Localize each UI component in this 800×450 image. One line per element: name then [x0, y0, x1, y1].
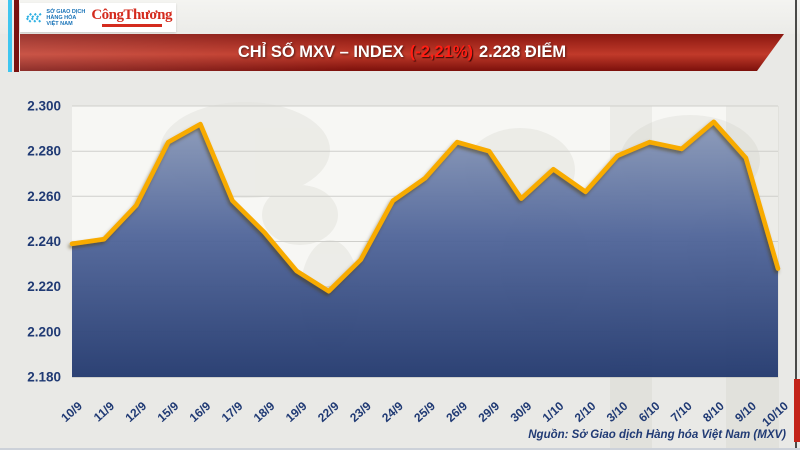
congthuong-logo-bar	[101, 23, 162, 28]
svg-text:25/9: 25/9	[411, 399, 438, 425]
svg-text:23/9: 23/9	[347, 399, 374, 425]
left-accent-stripe-cyan	[8, 0, 12, 72]
svg-text:19/9: 19/9	[283, 399, 310, 425]
svg-text:7/10: 7/10	[668, 399, 695, 425]
svg-text:2.280: 2.280	[27, 144, 61, 159]
svg-text:8/10: 8/10	[700, 399, 727, 425]
right-border-red-segment	[794, 379, 800, 442]
mxv-org-name: SỞ GIAO DỊCH HÀNG HÓA VIỆT NAM	[46, 9, 85, 27]
mxv-org-line-3: VIỆT NAM	[46, 20, 73, 27]
source-caption: Nguồn: Sở Giao dịch Hàng hóa Việt Nam (M…	[528, 429, 786, 441]
svg-text:26/9: 26/9	[443, 399, 470, 425]
congthuong-logo-text: CôngThương	[91, 6, 172, 23]
svg-text:30/9: 30/9	[508, 399, 535, 425]
bottom-border-line	[0, 448, 800, 450]
svg-text:12/9: 12/9	[122, 399, 149, 425]
svg-text:15/9: 15/9	[155, 399, 182, 425]
title-banner: CHỈ SỐ MXV – INDEX (-2,21%) 2.228 ĐIỂM	[20, 34, 784, 71]
right-border-line	[795, 0, 797, 450]
mxv-logo-icon	[24, 12, 42, 23]
svg-text:1/10: 1/10	[540, 399, 567, 425]
svg-text:29/9: 29/9	[475, 399, 502, 425]
logo-box: SỞ GIAO DỊCH HÀNG HÓA VIỆT NAM CôngThươn…	[20, 3, 176, 32]
svg-text:11/9: 11/9	[91, 399, 117, 425]
mxv-org-line-2: HÀNG HÓA	[46, 14, 77, 21]
svg-text:16/9: 16/9	[187, 399, 214, 425]
mxv-org-line-1: SỞ GIAO DỊCH	[46, 8, 86, 15]
left-accent-stripe-maroon	[14, 0, 19, 72]
svg-text:10/9: 10/9	[58, 399, 85, 425]
svg-text:18/9: 18/9	[251, 399, 278, 425]
svg-text:2/10: 2/10	[572, 399, 599, 425]
svg-text:2.200: 2.200	[27, 324, 61, 339]
svg-text:22/9: 22/9	[315, 399, 342, 425]
chart-title-prefix: CHỈ SỐ MXV – INDEX	[237, 43, 404, 61]
index-change-percent: (-2,21%)	[409, 43, 474, 61]
svg-text:2.260: 2.260	[27, 189, 61, 204]
index-line	[69, 119, 781, 294]
svg-text:24/9: 24/9	[379, 399, 406, 425]
x-axis-labels: 10/9 11/9 12/9 15/9 16/9 17/9 18/9 19/9 22/9 23/9…	[58, 399, 791, 430]
svg-text:2.240: 2.240	[27, 234, 61, 249]
svg-text:2.180: 2.180	[27, 370, 61, 385]
y-axis-labels: 2.300 2.280 2.260 2.240 2.220 2.200 2.180	[27, 99, 61, 385]
chart-title-suffix: 2.228 ĐIỂM	[479, 43, 567, 61]
area-fill	[72, 121, 778, 377]
svg-text:17/9: 17/9	[219, 399, 246, 425]
svg-text:2.300: 2.300	[27, 99, 61, 114]
svg-text:2.220: 2.220	[27, 279, 61, 294]
congthuong-logo: CôngThương	[91, 6, 172, 28]
